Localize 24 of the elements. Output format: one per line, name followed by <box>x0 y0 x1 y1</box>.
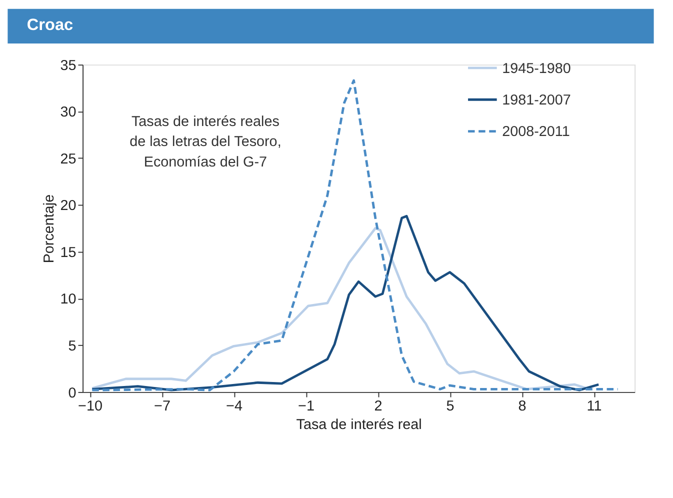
y-tick-label: 25 <box>60 151 76 168</box>
x-tick-label: 11 <box>586 398 602 415</box>
annotation: Tasas de interés reales de las letras del Tesoro, Economías del G-7 <box>130 114 282 170</box>
chart-title: Croac <box>26 16 74 34</box>
x-tick-label: 5 <box>446 398 454 415</box>
y-tick-label: 15 <box>60 244 76 261</box>
x-tick-label: −1 <box>298 398 314 415</box>
y-tick-label: 30 <box>60 104 76 121</box>
legend-label: 2008-2011 <box>502 124 570 140</box>
y-tick-label: 10 <box>60 292 76 308</box>
x-tick-label: −7 <box>154 398 170 415</box>
line-series <box>90 79 619 392</box>
y-tick-label: 20 <box>60 198 76 214</box>
x-tick-label: 8 <box>518 398 526 415</box>
x-tick-label: −10 <box>78 398 102 415</box>
y-tick-label: 35 <box>60 58 76 74</box>
y-axis-title: Porcentaje <box>42 194 58 264</box>
x-tick-label: 2 <box>374 398 382 415</box>
x-axis-title: Tasa de interés real <box>296 416 422 433</box>
y-tick-label: 0 <box>68 385 76 402</box>
y-tick-label: 5 <box>68 338 76 354</box>
legend-label: 1945-1980 <box>502 60 571 77</box>
x-tick-label: −4 <box>226 398 242 415</box>
legend-label: 1981-2007 <box>502 92 571 108</box>
